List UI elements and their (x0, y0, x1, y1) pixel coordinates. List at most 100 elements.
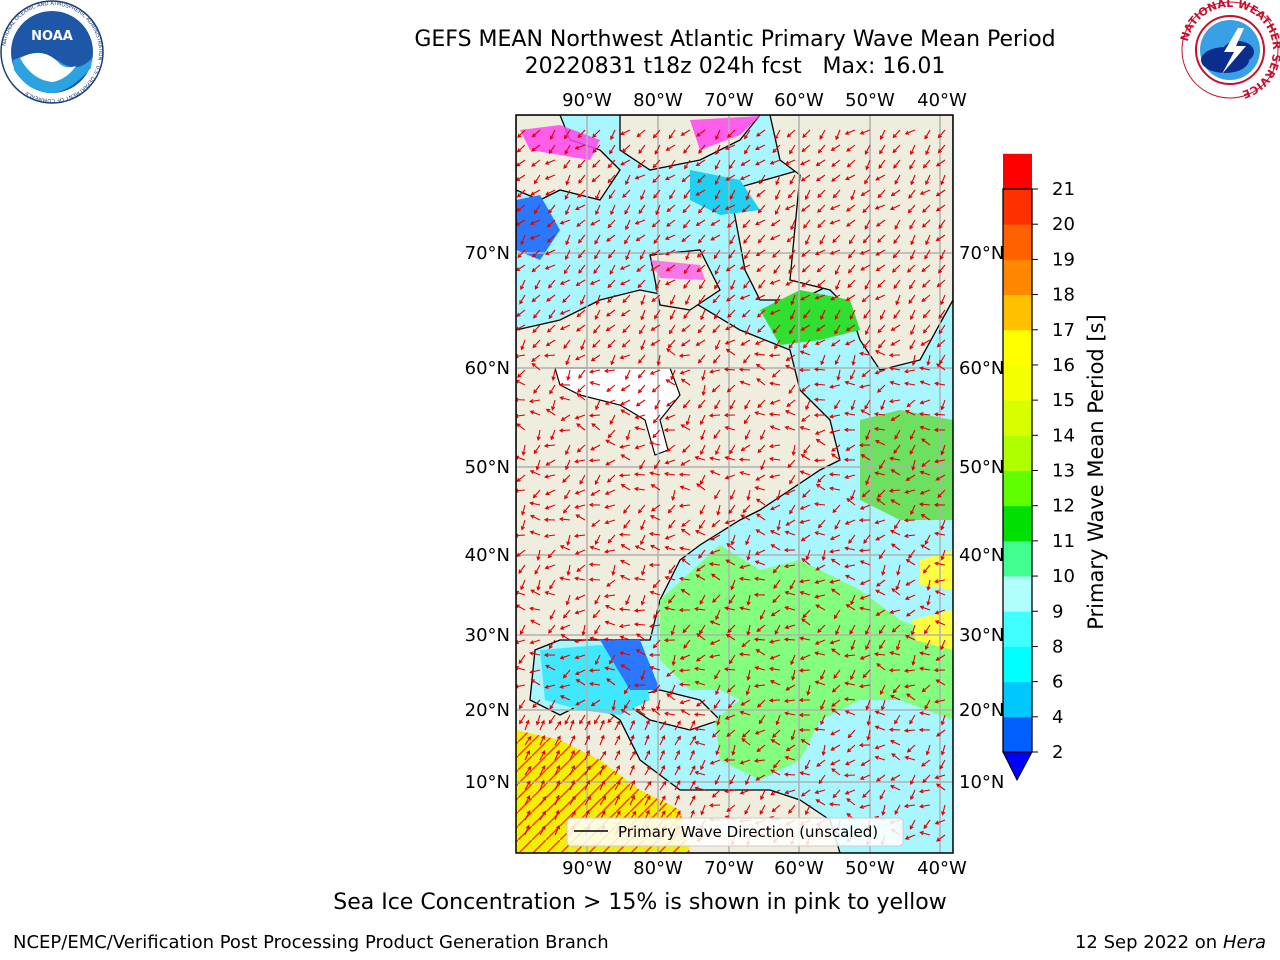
wave-direction-arrow (529, 234, 541, 240)
wave-direction-arrow (904, 129, 916, 135)
wave-direction-arrow (830, 339, 841, 347)
wave-direction-arrow (559, 695, 571, 701)
wave-direction-arrow (879, 144, 886, 155)
wave-direction-arrow (607, 294, 616, 303)
wave-direction-arrow (683, 639, 691, 649)
wave-direction-arrow (918, 727, 931, 733)
wave-direction-arrow (563, 264, 571, 275)
wave-direction-arrow (940, 714, 946, 726)
wave-direction-arrow (558, 517, 571, 522)
wave-direction-arrow (576, 564, 586, 573)
wave-direction-arrow (770, 769, 781, 776)
wave-direction-arrow (589, 369, 601, 374)
wave-direction-arrow (769, 680, 781, 686)
wave-direction-arrow (695, 699, 706, 707)
wave-direction-arrow (829, 414, 841, 419)
wave-direction-arrow (574, 204, 586, 211)
wave-direction-arrow (875, 219, 886, 227)
wave-direction-arrow (547, 234, 556, 243)
wave-direction-arrow (516, 455, 526, 461)
wave-direction-arrow (938, 324, 946, 335)
wave-direction-arrow (678, 576, 691, 582)
wave-direction-arrow (936, 363, 946, 371)
wave-direction-arrow (938, 309, 946, 320)
colorbar-tick-label: 19 (1052, 249, 1075, 270)
wave-direction-arrow (654, 459, 661, 470)
wave-direction-arrow (588, 681, 601, 687)
wave-direction-arrow (741, 729, 751, 738)
wave-direction-arrow (858, 742, 871, 748)
wave-direction-arrow (599, 779, 606, 791)
wave-direction-arrow (739, 174, 751, 181)
wave-direction-arrow (926, 594, 931, 606)
wave-direction-arrow (829, 384, 841, 389)
wave-direction-arrow (693, 726, 706, 732)
wave-direction-arrow (925, 174, 931, 186)
wave-direction-arrow (831, 174, 841, 182)
wave-direction-arrow (666, 444, 676, 452)
wave-direction-arrow (848, 534, 856, 544)
wave-direction-arrow (563, 159, 571, 169)
wave-direction-arrow (754, 560, 766, 566)
wave-direction-arrow (725, 348, 736, 356)
wave-direction-arrow (516, 665, 526, 671)
wave-direction-arrow (689, 795, 696, 806)
wave-direction-arrow (864, 219, 871, 230)
colorbar-tick-label: 10 (1052, 566, 1075, 587)
wave-direction-arrow (534, 279, 541, 290)
wave-direction-arrow (769, 425, 781, 431)
wave-direction-arrow (650, 504, 661, 512)
wave-direction-arrow (743, 354, 751, 364)
wave-direction-arrow (892, 144, 901, 154)
wave-direction-arrow (904, 410, 916, 416)
wave-direction-arrow (744, 804, 751, 815)
wave-direction-arrow (606, 678, 616, 686)
colorbar-tick-label: 2 (1052, 742, 1063, 763)
wave-direction-arrow (554, 809, 560, 821)
wave-direction-arrow (728, 249, 736, 259)
wave-direction-arrow (845, 574, 856, 581)
wave-direction-arrow (889, 694, 901, 701)
wave-direction-arrow (548, 204, 556, 214)
wave-direction-arrow (606, 579, 616, 587)
wave-direction-arrow (637, 159, 646, 169)
wave-direction-arrow (544, 264, 556, 270)
wave-direction-arrow (740, 514, 751, 521)
wave-direction-arrow (894, 804, 901, 815)
wave-direction-arrow (904, 834, 916, 840)
wave-direction-arrow (524, 824, 530, 836)
wave-direction-arrow (784, 489, 796, 495)
wave-direction-arrow (640, 519, 646, 531)
wave-direction-arrow (877, 189, 886, 199)
wave-direction-arrow (697, 324, 706, 334)
wave-direction-arrow (590, 699, 601, 707)
wave-direction-arrow (577, 159, 586, 169)
wave-direction-arrow (625, 249, 631, 261)
wave-direction-arrow (516, 474, 526, 483)
wave-direction-arrow (744, 249, 751, 260)
wave-direction-arrow (877, 324, 886, 334)
wave-direction-arrow (594, 309, 601, 320)
wave-direction-arrow (785, 684, 796, 691)
wave-direction-arrow (905, 579, 916, 586)
wave-direction-arrow (755, 294, 766, 301)
wave-direction-arrow (740, 699, 751, 706)
wave-direction-arrow (605, 324, 616, 332)
wave-direction-arrow (708, 803, 721, 808)
wave-direction-arrow (739, 759, 751, 765)
wave-direction-arrow (814, 339, 826, 345)
wave-direction-arrow (679, 654, 691, 660)
wave-direction-arrow (919, 605, 931, 611)
wave-direction-arrow (666, 348, 676, 356)
wave-direction-arrow (817, 219, 826, 229)
wave-direction-arrow (834, 264, 841, 276)
wave-direction-arrow (681, 324, 691, 333)
wave-direction-arrow (889, 380, 901, 386)
wave-direction-arrow (608, 189, 616, 200)
wave-direction-arrow (543, 533, 556, 539)
wave-direction-arrow (803, 444, 811, 454)
wave-direction-arrow (554, 735, 561, 746)
wave-direction-arrow (740, 444, 751, 451)
wave-direction-arrow (850, 594, 856, 606)
wave-direction-arrow (888, 399, 901, 404)
